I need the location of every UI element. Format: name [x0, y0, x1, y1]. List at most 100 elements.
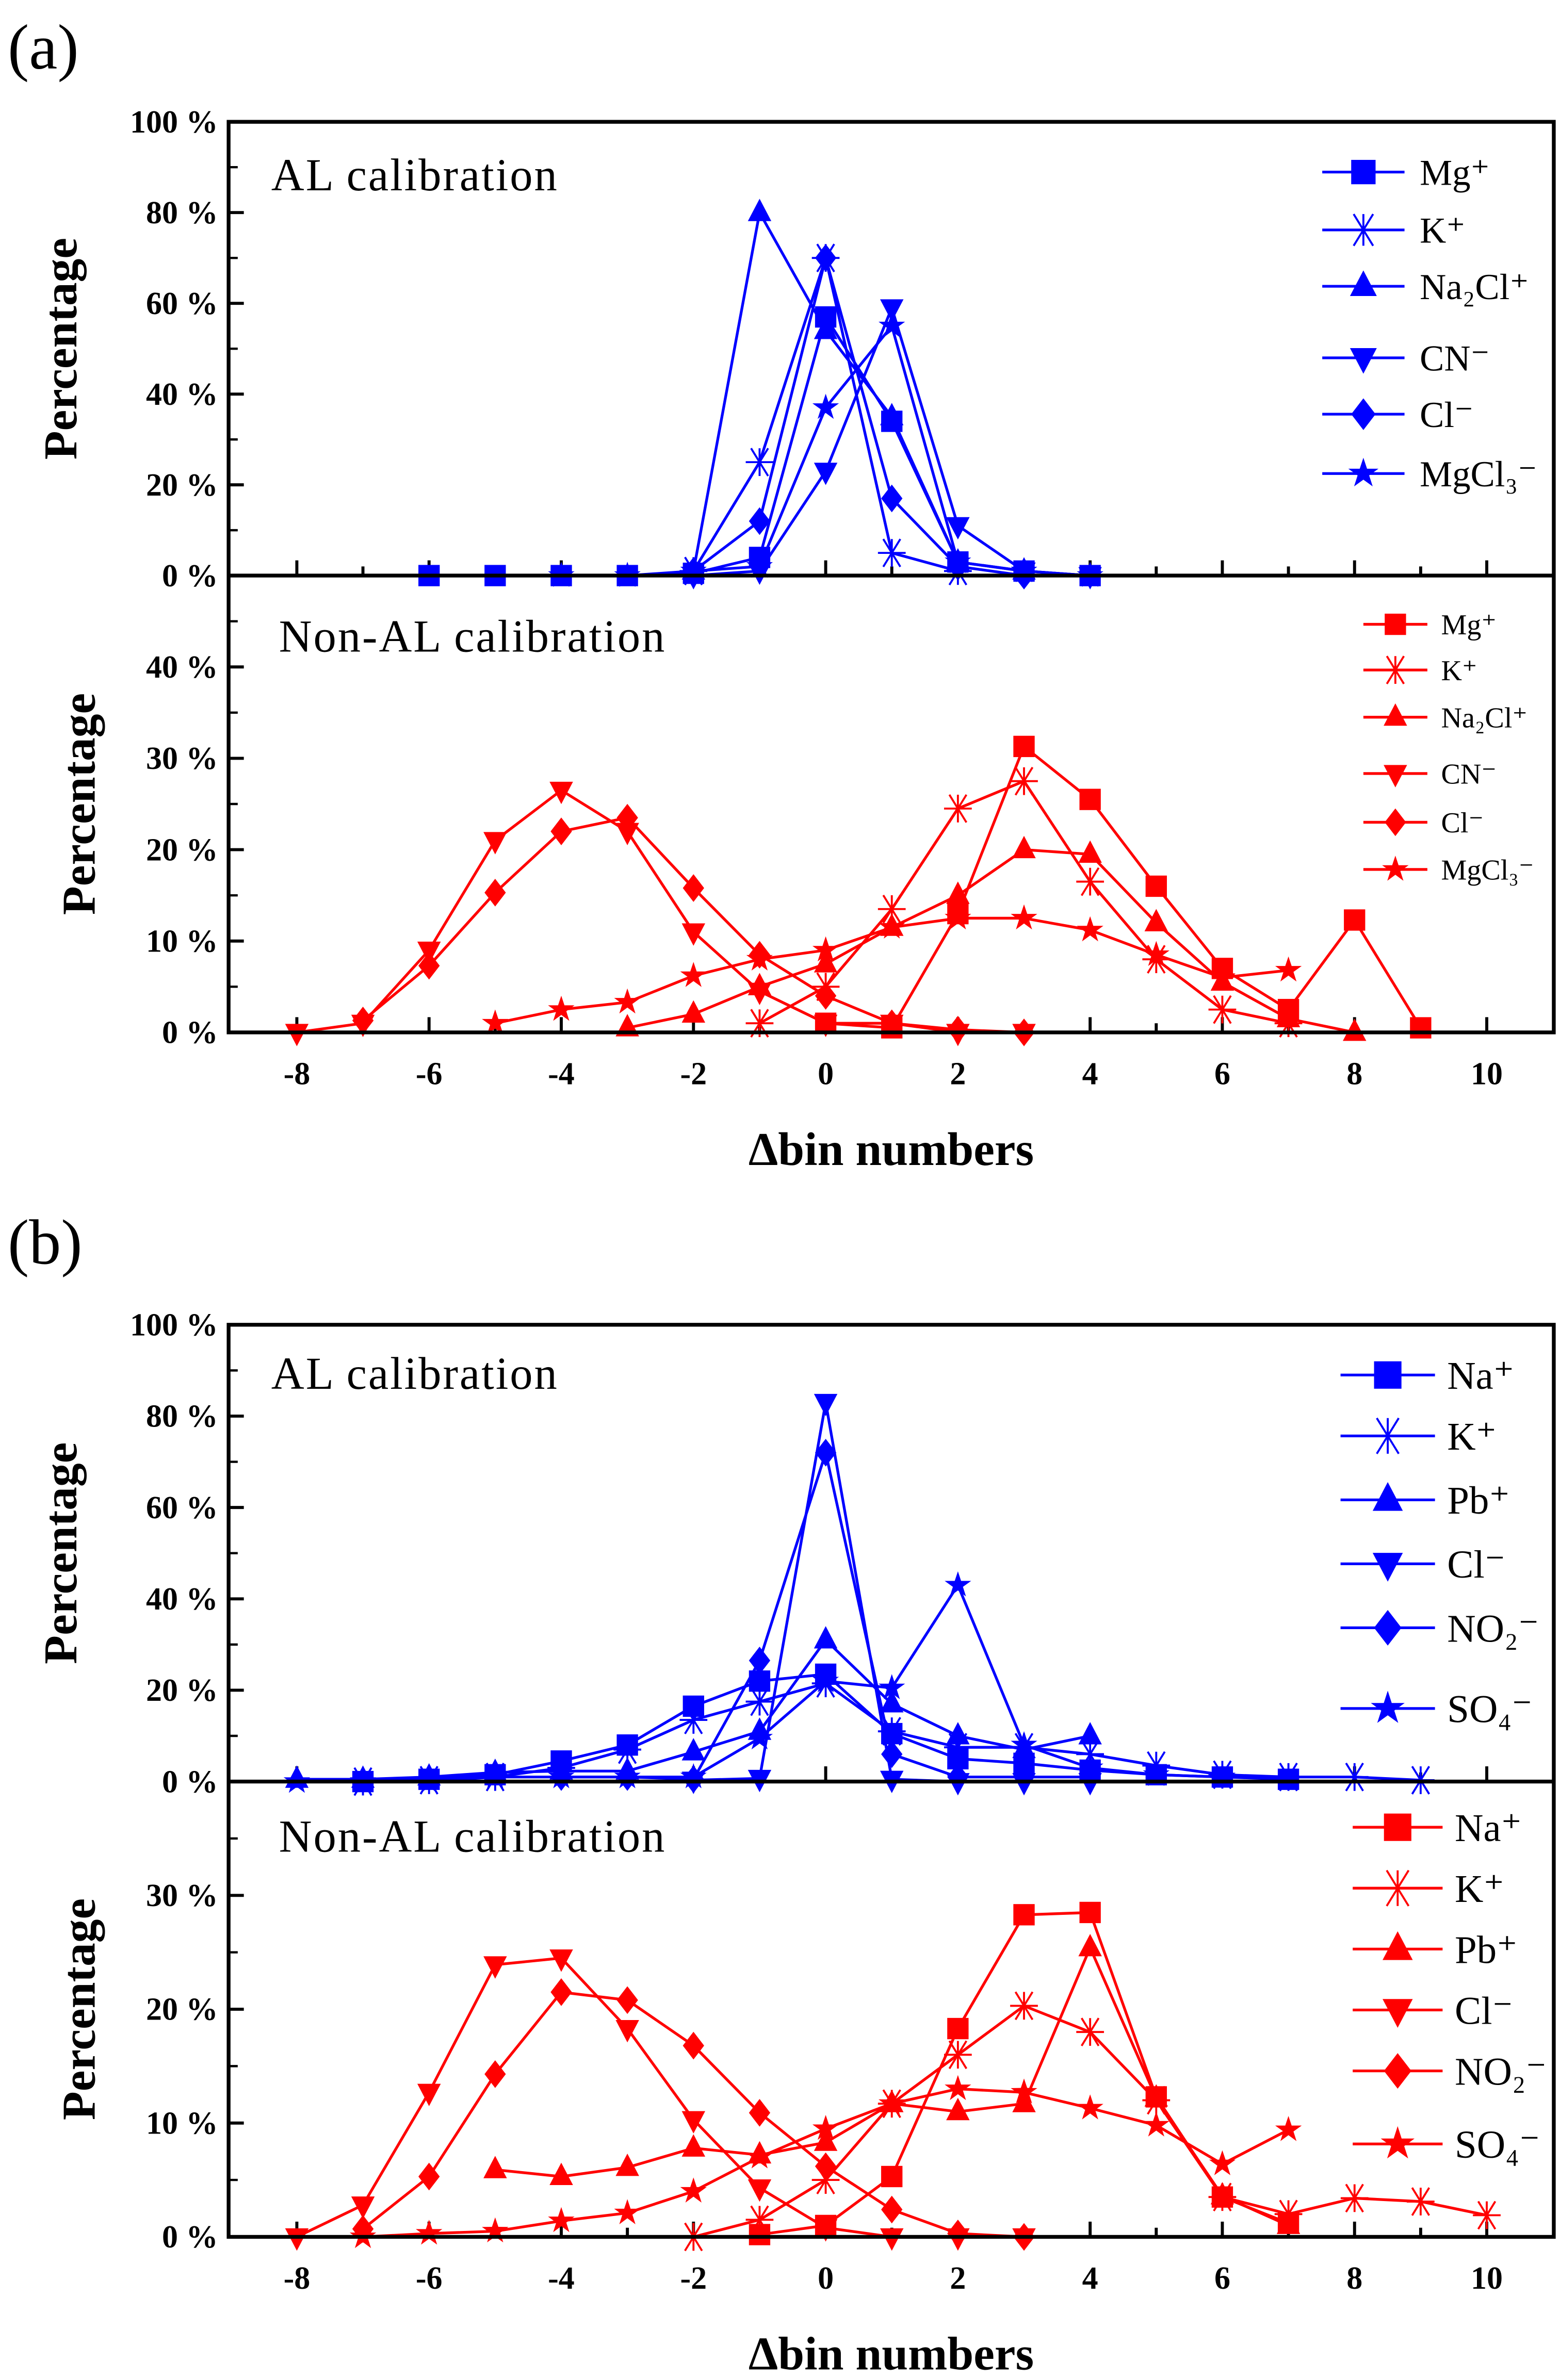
subplot-non-al: 0 % 10 % 20 % 30 % 40 % Percentage Non-AL cali… [52, 609, 1534, 1050]
data-point-triangle [814, 1626, 838, 1649]
data-point-square [1079, 1901, 1101, 1924]
series-square [418, 306, 1101, 586]
x-tick-label: -8 [284, 2261, 311, 2296]
data-point-star [482, 2217, 509, 2243]
data-point-diamond [418, 2162, 440, 2191]
legend-label: Na⁺ [1455, 1806, 1522, 1850]
series-triangle [615, 835, 1367, 1041]
data-point-asterisk [1010, 1991, 1038, 2021]
legend-marker-square [1384, 1813, 1411, 1841]
data-point-diamond [550, 1978, 572, 2006]
data-point-triangle-down [681, 2111, 706, 2133]
x-tick-label: 2 [950, 2261, 966, 2296]
data-point-diamond [749, 1647, 771, 1675]
data-point-triangle [880, 1690, 904, 1713]
data-point-asterisk [1473, 2201, 1501, 2230]
data-point-diamond [947, 1763, 969, 1791]
y-tick-label: 40 % [146, 1582, 218, 1617]
data-point-star [879, 913, 905, 939]
series-star [548, 312, 1103, 587]
legend-label: Pb⁺ [1455, 1928, 1518, 1972]
legend-item: K⁺ [1363, 655, 1477, 687]
data-point-diamond [815, 244, 837, 272]
data-point-asterisk [613, 1735, 642, 1764]
legend-marker-triangle-down [1383, 1999, 1413, 2028]
data-point-square [1013, 1904, 1035, 1926]
series-line [561, 323, 1091, 577]
series-group [285, 1901, 1501, 2252]
data-point-diamond [749, 2099, 771, 2127]
data-point-star [614, 2199, 641, 2224]
data-point-star [1011, 904, 1037, 930]
data-point-asterisk [1407, 2187, 1435, 2216]
data-point-diamond [616, 1986, 638, 2014]
x-tick-label: 6 [1214, 1056, 1230, 1091]
data-point-triangle-down [285, 2228, 309, 2251]
data-point-star [680, 1763, 707, 1788]
y-tick-label: 20 % [146, 832, 218, 867]
data-point-asterisk [1010, 766, 1038, 796]
x-tick-label: -2 [680, 2261, 707, 2296]
data-point-diamond [352, 1007, 374, 1035]
legend-marker-star [1371, 1690, 1405, 1723]
data-point-star [1275, 956, 1302, 982]
data-point-triangle [1078, 840, 1102, 863]
data-point-triangle-down [748, 982, 772, 1006]
data-point-star [1077, 1754, 1103, 1779]
legend-item: K⁺ [1353, 1867, 1504, 1911]
series-asterisk [679, 1991, 1501, 2252]
x-tick-label: 10 [1471, 2261, 1503, 2296]
data-point-star [548, 1763, 575, 1788]
legend-marker-triangle [1350, 270, 1377, 296]
y-tick-label: 60 % [146, 1490, 218, 1525]
data-point-square [1079, 789, 1101, 810]
series-line [692, 252, 1025, 577]
subplot-al: 0 % 20 % 40 % 60 % 80 % 100 % Percentage AL cal… [34, 1307, 1539, 1799]
data-point-asterisk [1076, 867, 1104, 896]
legend-item: SO₄⁻ [1353, 2123, 1540, 2166]
subplot-non-al: 0 % 10 % 20 % 30 % Percentage Non-AL calibrat… [52, 1806, 1547, 2255]
x-axis-label: Δbin numbers [749, 2327, 1034, 2379]
data-point-star [680, 557, 707, 583]
legend-label: MgCl₃⁻ [1420, 454, 1537, 495]
x-tick-label: 8 [1346, 1056, 1362, 1091]
legend-label: MgCl₃⁻ [1441, 855, 1534, 887]
legend-item: CN⁻ [1363, 759, 1497, 791]
legend-item: Mg⁺ [1363, 609, 1497, 641]
data-point-star [746, 552, 773, 578]
data-point-asterisk [1208, 995, 1237, 1024]
data-point-diamond [881, 1009, 903, 1038]
data-point-star [746, 1724, 773, 1750]
data-point-triangle [1144, 2084, 1168, 2107]
y-tick-label: 0 % [162, 559, 218, 594]
x-tick-label: -6 [416, 1056, 443, 1091]
data-point-diamond [947, 2219, 969, 2247]
legend-label: Cl⁻ [1447, 1542, 1505, 1586]
data-point-star [879, 2090, 905, 2115]
y-axis-label: Percentage [34, 238, 87, 459]
legend: Mg⁺ K⁺ Na₂Cl⁺ CN⁻ Cl⁻ MgCl₃⁻ [1322, 153, 1537, 495]
data-point-triangle [1078, 1722, 1102, 1745]
legend-label: K⁺ [1447, 1415, 1497, 1458]
x-tick-label: -6 [416, 2261, 443, 2296]
y-tick-label: 0 % [162, 1764, 218, 1799]
data-point-star [1011, 2078, 1037, 2104]
data-point-triangle-down [417, 2083, 441, 2107]
legend-marker-asterisk [1379, 1869, 1416, 1907]
series-diamond [683, 244, 1035, 589]
data-point-triangle-down [483, 1956, 507, 1979]
legend-label: Na⁺ [1447, 1354, 1514, 1398]
legend-label: K⁺ [1455, 1867, 1504, 1911]
legend-marker-triangle [1372, 1482, 1403, 1511]
series-group [285, 735, 1432, 1046]
y-axis-label: Percentage [34, 1442, 87, 1664]
data-point-triangle [1012, 835, 1036, 859]
data-point-triangle [814, 2128, 838, 2151]
y-tick-label: 40 % [146, 377, 218, 412]
data-point-star [812, 393, 839, 419]
data-point-asterisk [944, 1733, 972, 1762]
legend-label: Na₂Cl⁺ [1441, 702, 1528, 734]
data-point-triangle-down [814, 1014, 838, 1038]
legend-label: Na₂Cl⁺ [1420, 267, 1529, 307]
legend-item: Na⁺ [1353, 1806, 1522, 1850]
